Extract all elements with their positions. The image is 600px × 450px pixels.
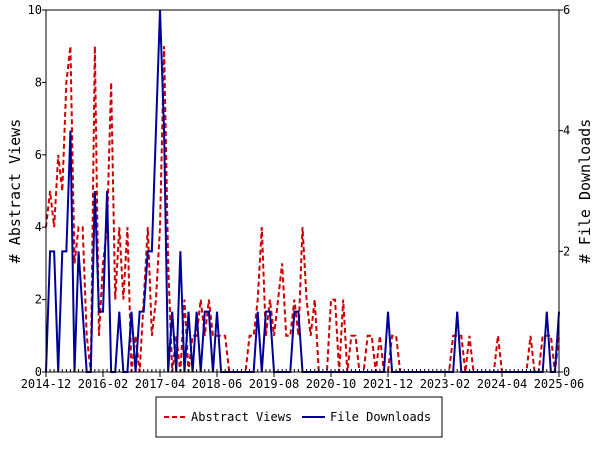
x-tick-label: 2025-06 — [534, 377, 585, 391]
y-left-tick-label: 10 — [28, 3, 42, 17]
x-tick-label: 2014-12 — [21, 377, 72, 391]
plot-area — [46, 10, 559, 372]
plot-frame — [45, 9, 560, 373]
x-tick-label: 2017-04 — [135, 377, 186, 391]
y-right-tick-label: 6 — [563, 3, 570, 17]
y-left-tick-label: 6 — [35, 148, 42, 162]
x-tick-label: 2020-10 — [306, 377, 357, 391]
legend-box — [155, 396, 443, 438]
x-tick-label: 2018-06 — [192, 377, 243, 391]
right-axis-title: # File Downloads — [576, 119, 594, 264]
x-tick-label: 2021-12 — [363, 377, 414, 391]
x-tick-label: 2024-04 — [477, 377, 528, 391]
x-tick-label: 2016-02 — [78, 377, 129, 391]
x-tick-label: 2019-08 — [249, 377, 300, 391]
y-left-tick-label: 8 — [35, 75, 42, 89]
y-left-tick-label: 0 — [35, 365, 42, 379]
left-axis-title: # Abstract Views — [6, 119, 24, 264]
y-right-tick-label: 0 — [563, 365, 570, 379]
x-tick-label: 2023-02 — [420, 377, 471, 391]
legend-label-abstract-views: Abstract Views — [191, 410, 292, 424]
y-left-tick-label: 4 — [35, 220, 42, 234]
y-right-tick-label: 4 — [563, 124, 570, 138]
legend-label-file-downloads: File Downloads — [330, 410, 431, 424]
ticks-layer: 2014-12 2016-02 2017-04 2018-06 2019-08 2020-… — [21, 3, 585, 391]
y-left-tick-label: 2 — [35, 293, 42, 307]
y-right-tick-label: 2 — [563, 244, 570, 258]
legend: Abstract Views File Downloads — [155, 396, 443, 438]
